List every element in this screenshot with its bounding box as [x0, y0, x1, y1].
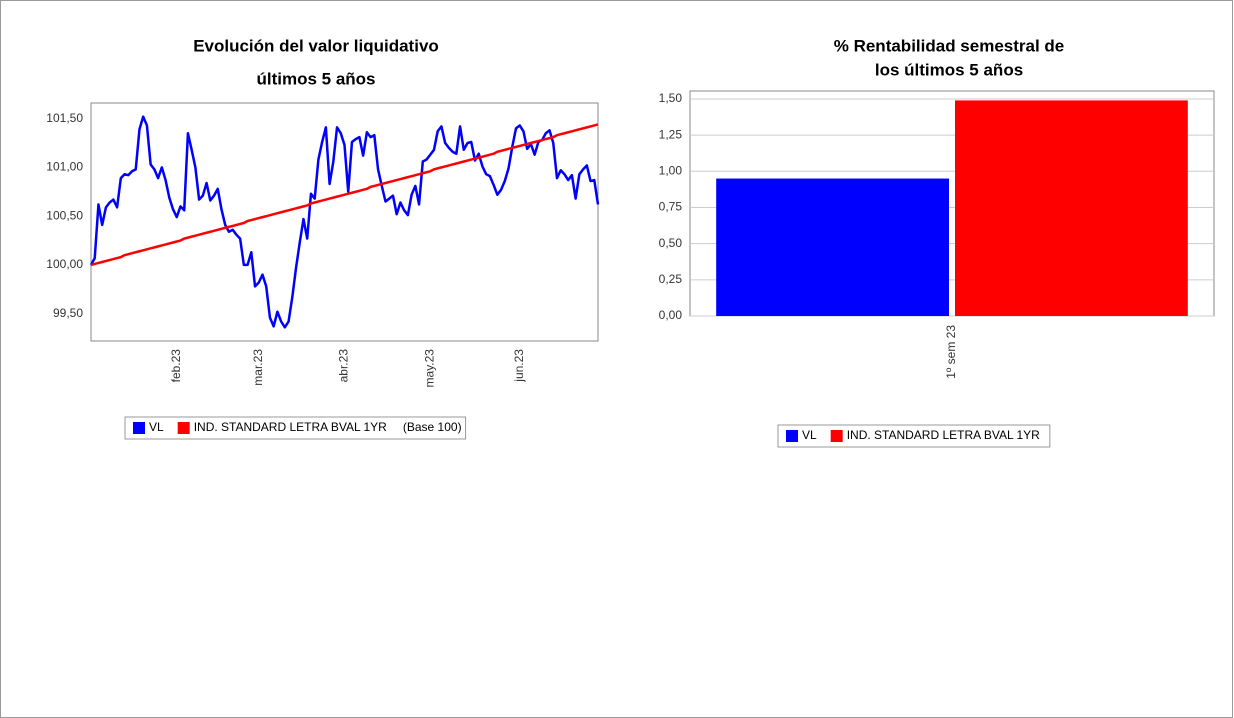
- legend-swatch: [177, 422, 190, 434]
- x-tick-label: jun.23: [512, 349, 526, 383]
- y-tick-label: 99,50: [53, 306, 83, 320]
- legend-box: [124, 416, 467, 440]
- legend-label: VL: [802, 428, 817, 442]
- y-tick-label: 0,00: [659, 308, 683, 322]
- chart-subtitle: últimos 5 años: [256, 69, 375, 88]
- y-tick-label: 0,25: [659, 272, 683, 286]
- y-tick-label: 0,75: [659, 200, 683, 214]
- y-tick-label: 1,25: [659, 127, 683, 141]
- line-series: [89, 115, 600, 329]
- plot-area: [90, 102, 599, 342]
- legend-swatch: [133, 422, 145, 434]
- legend: VL IND. STANDARD LETRA BVAL 1YR (Base 100): [124, 416, 467, 440]
- x-tick-label: may.23: [422, 349, 436, 388]
- legend-label: VL: [149, 420, 164, 434]
- x-tick-label: 1º sem 23: [944, 325, 958, 379]
- x-tick-label: mar.23: [251, 349, 265, 386]
- x-tick-label: abr.23: [337, 349, 351, 383]
- legend-note: (Base 100): [403, 420, 462, 434]
- y-tick-label: 0,50: [659, 236, 683, 250]
- y-tick-label: 1,50: [659, 91, 683, 105]
- bar: [955, 100, 1188, 316]
- y-tick-label: 101,00: [46, 160, 83, 174]
- legend-label: IND. STANDARD LETRA BVAL 1YR: [194, 420, 387, 434]
- y-tick-label: 100,50: [46, 208, 83, 222]
- legend-swatch: [830, 430, 843, 442]
- legend-box: [777, 424, 1051, 448]
- legend: VL IND. STANDARD LETRA BVAL 1YR: [777, 424, 1051, 448]
- line-series: [90, 123, 599, 267]
- y-tick-label: 101,50: [46, 111, 83, 125]
- y-tick-label: 1,00: [659, 163, 683, 177]
- chart-title: % Rentabilidad semestral de: [834, 36, 1065, 55]
- legend-swatch: [786, 430, 798, 442]
- y-tick-label: 100,00: [46, 257, 83, 271]
- x-tick-label: feb.23: [169, 349, 183, 383]
- bar: [716, 178, 949, 316]
- chart-subtitle: los últimos 5 años: [875, 60, 1023, 79]
- chart-title: Evolución del valor liquidativo: [193, 36, 439, 55]
- legend-label: IND. STANDARD LETRA BVAL 1YR: [847, 428, 1040, 442]
